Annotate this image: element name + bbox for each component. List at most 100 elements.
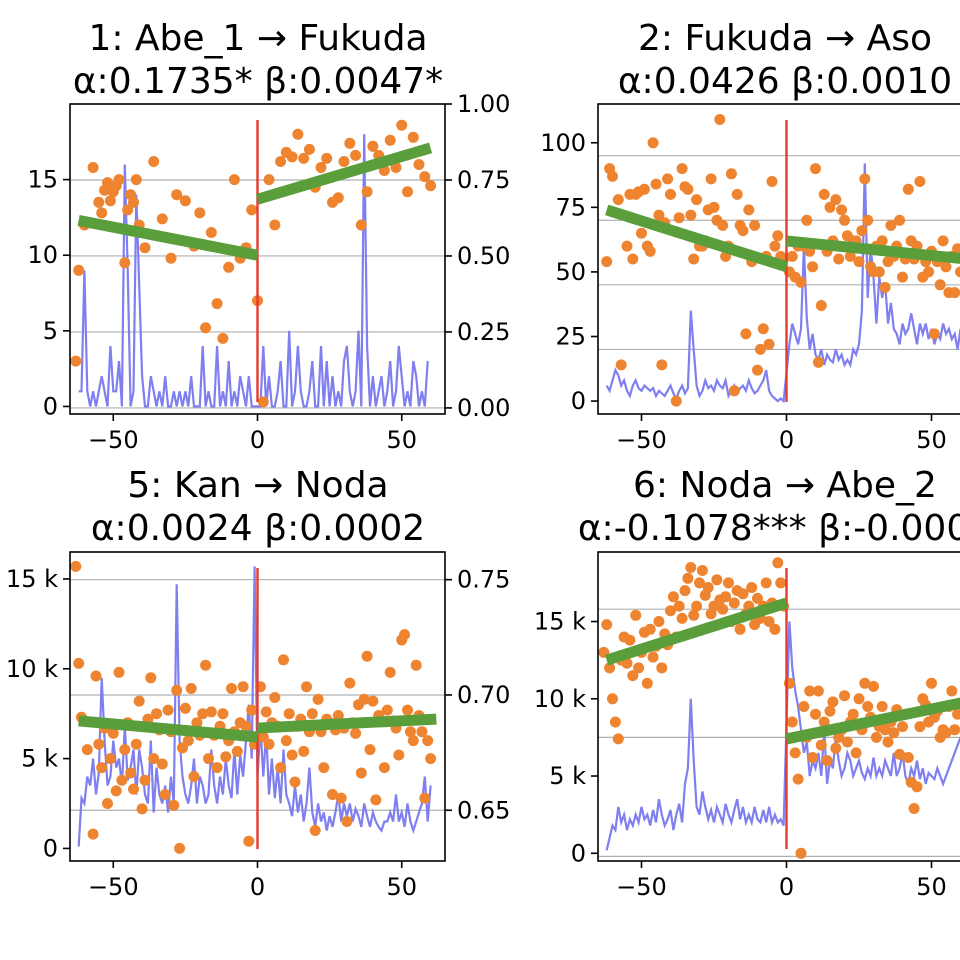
- data-point: [113, 666, 125, 678]
- data-point: [810, 708, 821, 720]
- data-point: [203, 753, 214, 765]
- data-point: [766, 176, 778, 187]
- data-point: [226, 683, 237, 694]
- data-point: [665, 188, 676, 200]
- panel-1: 1: Abe_1 → Fukuda α:0.1735* β:0.0047* −5…: [27, 18, 510, 454]
- x-tick-label: −50: [616, 873, 667, 901]
- data-point: [621, 240, 633, 252]
- data-point: [749, 219, 761, 231]
- data-point: [833, 253, 845, 265]
- data-point: [422, 735, 434, 747]
- data-point: [624, 634, 636, 646]
- data-point: [303, 143, 315, 155]
- data-point: [341, 816, 353, 827]
- data-point: [237, 681, 249, 693]
- data-point: [641, 677, 653, 689]
- data-point: [914, 721, 926, 733]
- data-point: [200, 659, 212, 671]
- data-point: [145, 672, 157, 684]
- data-point: [665, 605, 676, 617]
- data-point: [728, 597, 740, 609]
- data-point: [638, 183, 650, 195]
- data-point: [676, 163, 688, 175]
- data-point: [407, 735, 419, 747]
- data-point: [856, 225, 868, 237]
- data-point: [102, 798, 113, 809]
- data-point: [113, 174, 125, 186]
- data-point: [894, 214, 906, 226]
- data-point: [612, 194, 624, 206]
- data-point: [119, 257, 131, 269]
- data-point: [612, 733, 624, 745]
- data-point: [908, 803, 920, 814]
- data-point: [737, 588, 749, 600]
- data-point: [801, 214, 813, 226]
- data-point: [332, 710, 344, 721]
- trend-line-after: [257, 713, 437, 734]
- data-point: [361, 650, 373, 662]
- data-point: [410, 659, 422, 671]
- data-point: [298, 152, 310, 164]
- data-point: [93, 196, 105, 208]
- data-point: [786, 250, 798, 262]
- panel-5-title-line1: 5: Kan → Noda: [127, 465, 388, 506]
- panel-6-title-line1: 6: Noda → Abe_2: [633, 465, 937, 506]
- data-point: [682, 183, 694, 195]
- y-tick-label-left: 0: [571, 839, 586, 867]
- data-point: [223, 261, 235, 273]
- data-point: [309, 825, 321, 836]
- data-point: [940, 261, 952, 273]
- data-point: [390, 162, 402, 173]
- x-tick-label: 50: [386, 873, 417, 901]
- data-point: [257, 396, 269, 408]
- data-point: [205, 227, 217, 238]
- data-point: [818, 188, 830, 200]
- data-point: [711, 574, 723, 586]
- data-point: [344, 137, 356, 149]
- data-point: [73, 264, 85, 276]
- data-point: [286, 749, 298, 761]
- trend-line-after: [785, 697, 960, 745]
- data-point: [720, 591, 732, 603]
- data-point: [130, 174, 142, 186]
- data-point: [847, 708, 859, 720]
- data-point: [662, 173, 674, 185]
- data-point: [370, 794, 382, 806]
- data-point: [384, 666, 396, 678]
- data-point: [653, 616, 665, 627]
- data-point: [731, 188, 743, 200]
- data-point: [327, 789, 338, 800]
- data-point: [96, 207, 108, 219]
- data-point: [952, 708, 960, 720]
- trend-line-before: [78, 715, 258, 743]
- data-point: [769, 623, 781, 635]
- data-point: [102, 177, 113, 189]
- data-point: [691, 194, 703, 206]
- data-point: [633, 662, 645, 674]
- data-point: [810, 163, 821, 175]
- data-point: [949, 287, 960, 299]
- data-point: [116, 774, 128, 786]
- y-tick-label-right: 0.50: [457, 242, 510, 270]
- data-point: [760, 577, 772, 589]
- data-point: [289, 776, 301, 788]
- data-point: [888, 727, 900, 739]
- data-point: [656, 662, 668, 674]
- data-point: [882, 736, 894, 748]
- y-tick-label-left: 5: [43, 317, 58, 345]
- x-tick-label: 0: [779, 426, 794, 454]
- data-point: [70, 560, 82, 572]
- data-point: [292, 128, 304, 140]
- data-point: [335, 792, 347, 804]
- data-point: [902, 183, 914, 195]
- data-point: [156, 758, 168, 770]
- data-point: [885, 219, 897, 231]
- data-point: [769, 240, 781, 252]
- y-tick-label-left: 15 k: [6, 565, 58, 593]
- data-point: [876, 235, 888, 247]
- x-tick-label: −50: [88, 426, 139, 454]
- data-point: [361, 186, 373, 198]
- y-tick-label-left: 15 k: [534, 608, 586, 636]
- data-point: [402, 704, 413, 716]
- x-tick-label: 0: [250, 426, 265, 454]
